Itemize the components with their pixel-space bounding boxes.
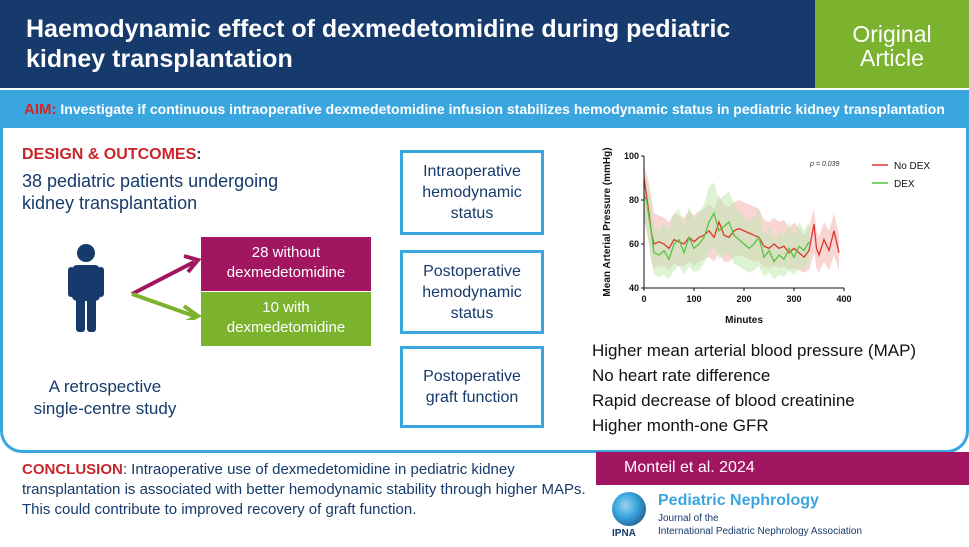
x-tick-label: 300 xyxy=(786,294,801,304)
group-without-count: 28 without xyxy=(251,244,321,261)
y-tick-label: 100 xyxy=(624,151,639,161)
key-findings: Higher mean arterial blood pressure (MAP… xyxy=(592,338,916,438)
finding-item: No heart rate difference xyxy=(592,366,771,385)
main-panel xyxy=(0,128,969,453)
page-title: Haemodynamic effect of dexmedetomidine d… xyxy=(26,15,731,73)
outcome-line: status xyxy=(450,304,494,322)
x-tick-label: 100 xyxy=(686,294,701,304)
x-tick-label: 0 xyxy=(641,294,646,304)
aim-bar: AIM: Investigate if continuous intraoper… xyxy=(0,90,969,128)
finding-item: Higher mean arterial blood pressure (MAP… xyxy=(592,341,917,360)
study-type-line-2: single-centre study xyxy=(33,399,177,418)
outcome-line: Intraoperative xyxy=(423,163,521,180)
group-split-arrows xyxy=(131,254,202,320)
ipna-globe-logo-icon xyxy=(612,492,646,526)
group-without-dex: 28 without dexmedetomidine xyxy=(201,237,371,291)
y-tick-label: 80 xyxy=(629,195,639,205)
badge-line-2: Article xyxy=(860,45,924,71)
legend-label-no-dex: No DEX xyxy=(894,161,930,172)
outcome-line: status xyxy=(450,205,494,222)
group-with-count: 10 with xyxy=(262,299,310,316)
journal-name: Pediatric Nephrology xyxy=(658,492,819,509)
legend-label-dex: DEX xyxy=(894,179,915,190)
group-with-drug: dexmedetomidine xyxy=(226,319,346,336)
outcome-line: hemodynamic xyxy=(422,184,522,201)
badge-line-1: Original xyxy=(852,21,932,47)
ipna-logo-text: IPNA xyxy=(612,528,636,539)
outcome-line: hemodynamic xyxy=(422,283,522,301)
design-outcomes-colon: : xyxy=(196,146,202,163)
aim-text: Investigate if continuous intraoperative… xyxy=(60,101,945,117)
y-tick-label: 40 xyxy=(629,283,639,293)
chart-p-value: p = 0.039 xyxy=(809,161,839,168)
study-type: A retrospective single-centre study xyxy=(10,376,200,420)
person-icon xyxy=(68,244,104,332)
outcome-line: Postoperative xyxy=(423,368,521,385)
study-type-line-1: A retrospective xyxy=(48,377,162,396)
journal-subtitle-1: Journal of the xyxy=(658,513,719,524)
x-tick-label: 400 xyxy=(836,294,851,304)
chart-y-axis-label: Mean Arterial Pressure (mmHg) xyxy=(602,147,613,296)
conclusion: CONCLUSION: Intraoperative use of dexmed… xyxy=(22,460,592,520)
outcome-box-postoperative-hemodynamic: Postoperative hemodynamic status xyxy=(400,250,544,334)
chart-legend: No DEX DEX xyxy=(872,161,930,190)
citation-bar: Monteil et al. 2024 xyxy=(596,452,969,485)
y-tick-label: 60 xyxy=(629,239,639,249)
conclusion-text: : Intraoperative use of dexmedetomidine … xyxy=(22,461,586,518)
journal-subtitle-2: International Pediatric Nephrology Assoc… xyxy=(658,526,863,537)
chart-x-axis-label: Minutes xyxy=(725,315,763,326)
aim-label: AIM: xyxy=(24,101,57,118)
design-outcomes-label: DESIGN & OUTCOMES: xyxy=(22,146,202,164)
conclusion-label: CONCLUSION xyxy=(22,461,123,478)
header-banner: Haemodynamic effect of dexmedetomidine d… xyxy=(0,0,815,88)
outcome-box-intraoperative: Intraoperative hemodynamic status xyxy=(400,150,544,235)
x-tick-label: 200 xyxy=(736,294,751,304)
finding-item: Higher month-one GFR xyxy=(592,416,769,435)
finding-item: Rapid decrease of blood creatinine xyxy=(592,391,855,410)
patients-summary: 38 pediatric patients undergoing kidney … xyxy=(22,171,279,213)
group-without-drug: dexmedetomidine xyxy=(226,264,346,281)
citation-text: Monteil et al. 2024 xyxy=(624,459,755,476)
outcome-line: graft function xyxy=(425,389,519,406)
design-outcomes-label-text: DESIGN & OUTCOMES xyxy=(22,146,197,163)
series-line-dex xyxy=(643,195,810,263)
outcome-box-graft-function: Postoperative graft function xyxy=(400,346,544,428)
series-line-no-dex xyxy=(643,177,840,259)
group-with-dex: 10 with dexmedetomidine xyxy=(201,292,371,346)
article-type-badge: Original Article xyxy=(815,0,969,88)
map-line-chart: 40 60 80 100 0 100 200 300 400 Mean Arterial Pre… xyxy=(602,147,930,326)
outcome-line: Postoperative xyxy=(423,262,521,280)
